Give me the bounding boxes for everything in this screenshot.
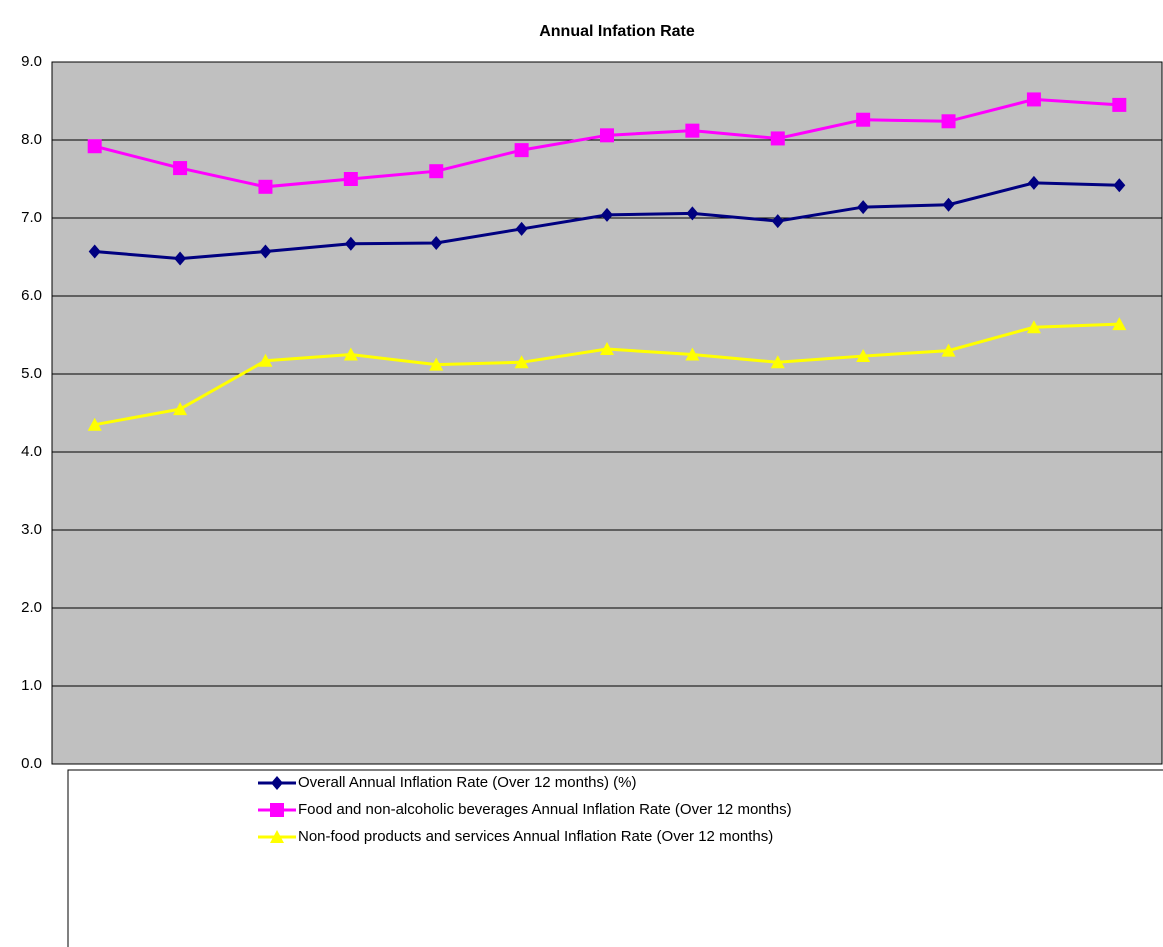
legend-label: Overall Annual Inflation Rate (Over 12 m…: [298, 774, 636, 791]
point: [600, 342, 614, 356]
y-tick-label: 4.0: [21, 443, 42, 460]
point: [173, 402, 188, 416]
y-tick-label: 6.0: [21, 287, 42, 304]
point: [514, 355, 529, 369]
point: [685, 347, 700, 361]
legend-label: Food and non-alcoholic beverages Annual …: [298, 801, 792, 818]
point: [271, 776, 283, 790]
point: [1026, 92, 1041, 107]
y-tick-label: 0.0: [21, 755, 42, 772]
point: [601, 207, 613, 222]
point: [1112, 317, 1127, 331]
y-tick-label: 3.0: [21, 521, 42, 538]
point: [941, 114, 956, 129]
point: [88, 244, 101, 259]
point: [770, 355, 785, 369]
y-tick-label: 2.0: [21, 599, 42, 616]
point: [856, 349, 871, 363]
y-tick-label: 1.0: [21, 677, 42, 694]
point: [686, 206, 699, 221]
point: [344, 236, 357, 251]
point: [515, 221, 528, 236]
point: [770, 131, 785, 146]
point: [270, 830, 284, 843]
point: [1112, 97, 1127, 112]
point: [429, 357, 444, 371]
legend-label: Non-food products and services Annual In…: [298, 828, 773, 845]
y-tick-label: 5.0: [21, 365, 42, 382]
point: [258, 179, 273, 194]
y-tick-label: 9.0: [21, 53, 42, 70]
point: [429, 164, 444, 179]
point: [1113, 178, 1126, 193]
y-tick-label: 7.0: [21, 209, 42, 226]
point: [343, 172, 358, 186]
point: [430, 235, 443, 250]
point: [685, 123, 700, 138]
point: [174, 251, 187, 266]
point: [942, 197, 955, 212]
point: [258, 353, 273, 367]
point: [270, 803, 284, 817]
point: [343, 347, 358, 361]
point: [1027, 175, 1040, 190]
point: [173, 161, 188, 176]
y-tick-label: 8.0: [21, 131, 42, 148]
point: [514, 143, 529, 158]
plot-area: [51, 61, 1163, 765]
legend-box: [67, 769, 1163, 947]
point: [1026, 320, 1041, 334]
point: [87, 417, 102, 431]
point: [856, 112, 871, 127]
point: [771, 214, 784, 229]
point: [941, 343, 956, 357]
point: [857, 200, 870, 215]
point: [87, 139, 102, 154]
chart-title: Annual Infation Rate: [539, 23, 695, 40]
point: [600, 128, 614, 143]
point: [259, 244, 272, 259]
